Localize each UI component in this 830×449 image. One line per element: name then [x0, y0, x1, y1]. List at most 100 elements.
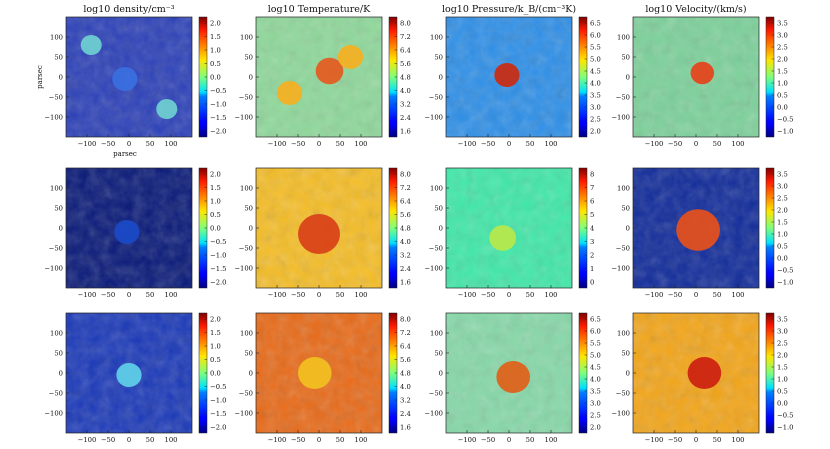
colorbar-tick-label: −2.0: [210, 278, 227, 286]
x-tick-label: 100: [355, 291, 368, 299]
x-axis-label: parsec: [113, 150, 137, 158]
colorbar-tick-label: 2.0: [777, 351, 788, 359]
y-tick-label: −100: [234, 113, 253, 121]
colorbar-density-row1: 2.0 1.5 1.0 0.5 0.0 −0.5 −1.0 −1.5 −2.0: [198, 167, 227, 289]
panel-feature: [494, 63, 520, 87]
colorbar-tick-label: −0.5: [777, 266, 794, 274]
y-tick-label: −100: [424, 264, 443, 272]
x-tick-label: −50: [291, 291, 305, 299]
y-tick-label: 0: [59, 369, 63, 377]
colorbar-tick-label: 3.5: [777, 19, 788, 27]
colorbar-tick-label: −1.0: [210, 396, 227, 404]
x-tick-label: 0: [694, 140, 698, 148]
colorbar-tick-label: −1.5: [210, 410, 227, 418]
panel-pressure-row2: −100 −50 0 50 100 100 50 0 −50 −100: [424, 312, 573, 444]
x-tick-label: −100: [645, 140, 664, 148]
column-title-velocity: log10 Velocity/(km/s): [645, 4, 746, 15]
colorbar-tick-label: 1.0: [777, 375, 788, 383]
x-tick-label: −50: [101, 140, 115, 148]
colorbar-tick-label: 1.5: [777, 67, 788, 75]
colorbar-tick-label: 6.4: [400, 46, 411, 54]
x-tick-label: 50: [336, 436, 345, 444]
panel-temperature-row0: −100 −50 0 50 100 100 50 0 −50 −100: [234, 16, 383, 148]
colorbar-tick-label: 3.0: [777, 182, 788, 190]
y-tick-label: 50: [621, 349, 630, 357]
colorbar-tick-label: 3: [590, 238, 594, 246]
y-tick-label: 50: [434, 204, 443, 212]
colorbar-tick-label: −0.5: [210, 87, 227, 95]
panel-density-row2: −100 −50 0 50 100 100 50 0 −50 −100: [44, 312, 193, 444]
x-tick-label: 0: [694, 291, 698, 299]
colorbar-tick-label: 3.2: [400, 396, 411, 404]
x-tick-label: −100: [645, 291, 664, 299]
panel-feature: [114, 220, 140, 244]
y-tick-label: 100: [617, 33, 630, 41]
x-tick-label: −100: [458, 291, 477, 299]
y-tick-label: 50: [244, 204, 253, 212]
y-tick-label: 0: [439, 73, 443, 81]
colorbar-tick-label: 4.8: [400, 224, 411, 232]
colorbar-tick-label: 3.5: [590, 387, 601, 395]
colorbar-tick-label: −1.5: [210, 114, 227, 122]
colorbar-tick-label: −2.0: [210, 127, 227, 135]
y-tick-label: −50: [429, 244, 443, 252]
y-tick-label: 100: [240, 184, 253, 192]
x-tick-label: 0: [317, 291, 321, 299]
x-tick-label: 100: [732, 436, 745, 444]
colorbar-tick-label: 0.5: [777, 242, 788, 250]
colorbar-tick-label: 4.0: [400, 238, 411, 246]
y-tick-label: 50: [434, 53, 443, 61]
x-tick-label: −100: [458, 140, 477, 148]
colorbar-tick-label: −0.5: [777, 411, 794, 419]
y-tick-label: 50: [621, 53, 630, 61]
colorbar-tick-label: 5.6: [400, 211, 411, 219]
y-tick-label: 50: [434, 349, 443, 357]
x-tick-label: 100: [355, 140, 368, 148]
colorbar-tick-label: 5.6: [400, 60, 411, 68]
y-tick-label: −50: [429, 93, 443, 101]
y-tick-label: 100: [240, 329, 253, 337]
y-tick-label: −100: [44, 409, 63, 417]
colorbar-tick-label: −1.0: [777, 423, 794, 431]
panel-feature: [80, 35, 102, 55]
x-tick-label: 0: [507, 140, 511, 148]
x-tick-label: 100: [355, 436, 368, 444]
colorbar-tick-label: 1.5: [210, 329, 221, 337]
colorbar-tick-label: 1.6: [400, 278, 411, 286]
column-title-density: log10 density/cm⁻³: [83, 4, 174, 15]
colorbar-tick-label: 1.5: [777, 363, 788, 371]
y-tick-label: 0: [626, 369, 630, 377]
y-tick-label: 0: [626, 224, 630, 232]
colorbar-tick-label: 2.5: [590, 115, 601, 123]
colorbar-tick-label: 3.0: [590, 399, 601, 407]
y-tick-label: 0: [249, 224, 253, 232]
colorbar-tick-label: 5.6: [400, 356, 411, 364]
colorbar-tick-label: 4.5: [590, 363, 601, 371]
colorbar-tick-label: 3.0: [590, 103, 601, 111]
x-tick-label: −50: [291, 140, 305, 148]
x-tick-label: 50: [526, 436, 535, 444]
colorbar-pressure-row0: 6.5 6.0 5.5 5.0 4.5 4.0 3.5 3.0 2.5 2.0: [578, 16, 601, 138]
colorbar-tick-label: 4.8: [400, 369, 411, 377]
colorbar-tick-label: −1.0: [210, 100, 227, 108]
x-tick-label: −100: [268, 291, 287, 299]
colorbar-tick-label: 1.5: [210, 184, 221, 192]
x-tick-label: 0: [317, 436, 321, 444]
colorbar-tick-label: 6: [590, 197, 594, 205]
colorbar-tick-label: 2.0: [210, 170, 221, 178]
x-tick-label: −50: [668, 436, 682, 444]
y-tick-label: −50: [616, 389, 630, 397]
x-tick-label: 100: [545, 291, 558, 299]
x-tick-label: 50: [146, 140, 155, 148]
panel-density-row1: −100 −50 0 50 100 100 50 0 −50 −100: [44, 167, 193, 299]
x-tick-label: −50: [101, 291, 115, 299]
x-tick-label: 50: [526, 291, 535, 299]
y-tick-label: 50: [54, 53, 63, 61]
colorbar-tick-label: 0.0: [210, 73, 221, 81]
colorbar-tick-label: 5.0: [590, 55, 601, 63]
x-tick-label: −100: [458, 436, 477, 444]
colorbar-tick-label: 0: [590, 278, 594, 286]
x-tick-label: 50: [713, 140, 722, 148]
colorbar-tick-label: 4.0: [590, 375, 601, 383]
colorbar-tick-label: 5.5: [590, 43, 601, 51]
